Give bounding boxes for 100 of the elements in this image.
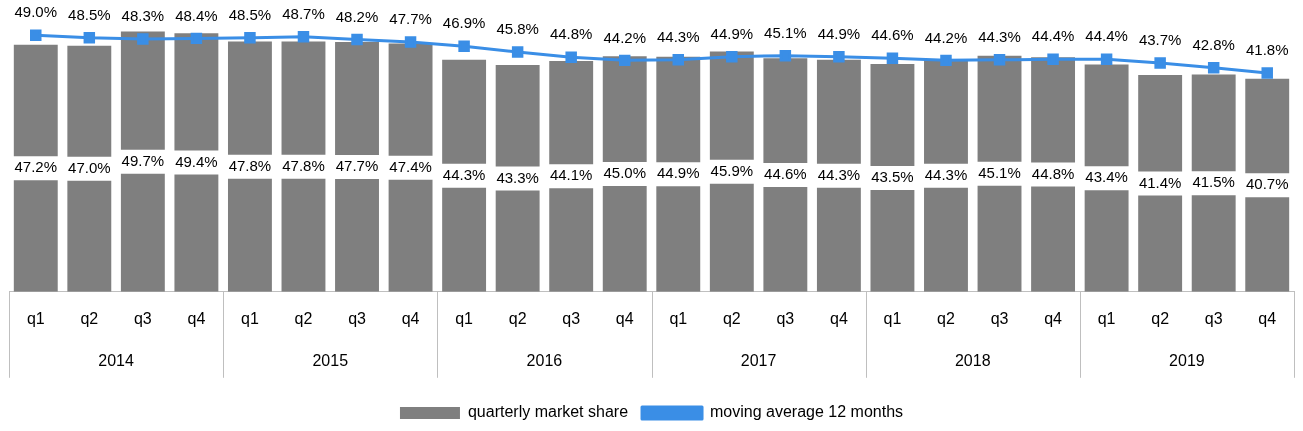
point bbox=[1047, 53, 1059, 66]
data-label: 49.7% bbox=[121, 151, 165, 169]
point bbox=[1207, 61, 1220, 74]
point bbox=[404, 36, 417, 48]
text: 2019 bbox=[1169, 352, 1205, 370]
data-label: 42.8% bbox=[1192, 35, 1235, 53]
point bbox=[833, 50, 845, 63]
x-tick-label: q1 bbox=[669, 309, 688, 327]
bar bbox=[335, 42, 379, 292]
data-label: 44.9% bbox=[657, 164, 700, 182]
point bbox=[993, 54, 1006, 66]
x-tick-label: q4 bbox=[1258, 309, 1277, 327]
data-label: 44.3% bbox=[442, 165, 486, 183]
point bbox=[244, 32, 256, 44]
point bbox=[618, 54, 631, 67]
data-label: 44.9% bbox=[710, 24, 754, 42]
x-tick-label: q1 bbox=[455, 309, 474, 327]
x-tick-label: q2 bbox=[508, 309, 527, 327]
bar bbox=[227, 41, 272, 292]
x-tick-label: q1 bbox=[241, 309, 259, 327]
data-label: 44.3% bbox=[978, 27, 1021, 45]
data-label: 44.1% bbox=[549, 166, 593, 184]
point bbox=[351, 33, 363, 46]
x-tick-label: q4 bbox=[401, 309, 420, 327]
data-label: 49.4% bbox=[175, 152, 218, 170]
legend-label: quarterly market share bbox=[467, 403, 629, 421]
data-label: 43.5% bbox=[871, 168, 914, 186]
x-tick-label: q3 bbox=[562, 309, 581, 327]
x-tick-label: q3 bbox=[1204, 309, 1223, 327]
x-tick-label: q2 bbox=[294, 309, 313, 327]
data-label: 45.1% bbox=[764, 23, 807, 41]
data-label: 46.9% bbox=[442, 14, 486, 32]
x-tick-label: q2 bbox=[1151, 309, 1170, 327]
data-label: 47.7% bbox=[335, 157, 379, 175]
data-label: 41.5% bbox=[1192, 173, 1235, 191]
point bbox=[1261, 67, 1273, 79]
point bbox=[458, 40, 470, 52]
text: 2016 bbox=[526, 352, 563, 370]
data-label: 47.2% bbox=[14, 158, 58, 176]
data-label: 43.4% bbox=[1085, 168, 1128, 186]
point bbox=[511, 46, 524, 58]
point bbox=[940, 54, 952, 67]
data-label: 40.7% bbox=[1245, 175, 1289, 193]
point bbox=[726, 50, 738, 63]
x-tick-label: q1 bbox=[26, 309, 45, 327]
bar bbox=[67, 45, 112, 292]
x-tick-label: q1 bbox=[883, 309, 902, 327]
data-label: 44.4% bbox=[1031, 27, 1075, 45]
data-label: 44.3% bbox=[817, 165, 861, 183]
data-label: 44.8% bbox=[549, 25, 593, 43]
point bbox=[886, 52, 899, 65]
point bbox=[83, 32, 96, 44]
data-label: 48.5% bbox=[68, 5, 111, 23]
data-label: 48.4% bbox=[175, 6, 218, 24]
x-tick-label: q4 bbox=[187, 309, 206, 327]
data-label: 44.2% bbox=[924, 28, 968, 46]
data-label: 45.0% bbox=[603, 164, 646, 182]
bar bbox=[388, 43, 433, 292]
data-label: 45.8% bbox=[496, 20, 539, 38]
text: 2018 bbox=[954, 352, 991, 370]
x-tick-label: q3 bbox=[776, 309, 795, 327]
point bbox=[190, 32, 203, 45]
text: 2017 bbox=[740, 352, 777, 370]
data-label: 44.9% bbox=[817, 24, 861, 42]
point bbox=[565, 51, 577, 63]
data-label: 43.3% bbox=[496, 168, 539, 186]
data-label: 44.6% bbox=[764, 165, 807, 183]
x-tick-label: q3 bbox=[990, 309, 1009, 327]
point bbox=[1100, 53, 1113, 66]
data-label: 44.2% bbox=[603, 28, 646, 46]
x-tick-label: q4 bbox=[615, 309, 634, 327]
point bbox=[137, 33, 149, 45]
x-tick-label: q4 bbox=[1044, 309, 1063, 327]
data-label: 41.8% bbox=[1245, 41, 1289, 59]
data-label: 48.5% bbox=[228, 5, 272, 23]
data-label: 44.3% bbox=[657, 27, 700, 45]
x-tick-label: q2 bbox=[80, 309, 99, 327]
data-label: 48.7% bbox=[282, 4, 325, 22]
x-tick-label: q3 bbox=[133, 309, 152, 327]
data-label: 47.0% bbox=[68, 158, 111, 176]
x-tick-label: q4 bbox=[830, 309, 848, 327]
x-tick-label: q1 bbox=[1097, 309, 1116, 327]
data-label: 44.6% bbox=[871, 26, 914, 44]
point bbox=[297, 31, 310, 43]
data-label: 43.7% bbox=[1138, 31, 1182, 49]
x-tick-label: q2 bbox=[937, 309, 955, 327]
data-label: 48.2% bbox=[335, 7, 379, 25]
bar bbox=[13, 44, 58, 292]
data-label: 41.4% bbox=[1138, 173, 1182, 191]
data-label: 47.4% bbox=[389, 157, 432, 175]
data-label: 44.8% bbox=[1031, 164, 1075, 182]
data-label: 44.4% bbox=[1085, 27, 1128, 45]
data-label: 45.9% bbox=[710, 161, 754, 179]
x-tick-label: q3 bbox=[348, 309, 367, 327]
point bbox=[672, 54, 685, 66]
data-label: 44.3% bbox=[924, 165, 968, 183]
text: 2015 bbox=[312, 352, 349, 370]
data-label: 47.7% bbox=[389, 10, 432, 28]
data-label: 48.3% bbox=[121, 7, 165, 25]
x-tick-label: q2 bbox=[722, 309, 741, 327]
